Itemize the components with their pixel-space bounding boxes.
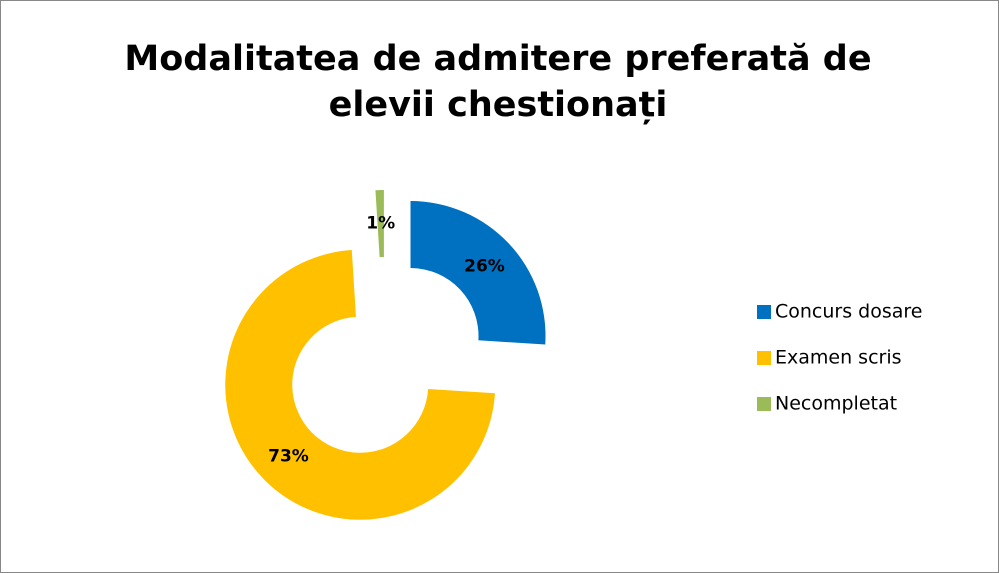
legend-label: Necompletat: [775, 393, 897, 415]
donut-slice: [225, 250, 495, 520]
legend-swatch: [757, 397, 771, 411]
legend-label: Examen scris: [775, 347, 902, 369]
legend-label: Concurs dosare: [775, 301, 922, 323]
donut-slice: [375, 190, 384, 258]
chart-title: Modalitatea de admitere preferată de elev…: [124, 39, 871, 125]
data-label: 73%: [268, 447, 309, 467]
data-label: 1%: [366, 214, 395, 234]
legend-swatch: [757, 305, 771, 319]
donut-slice: [410, 201, 546, 345]
data-label: 26%: [464, 257, 505, 277]
legend-swatch: [757, 351, 771, 365]
